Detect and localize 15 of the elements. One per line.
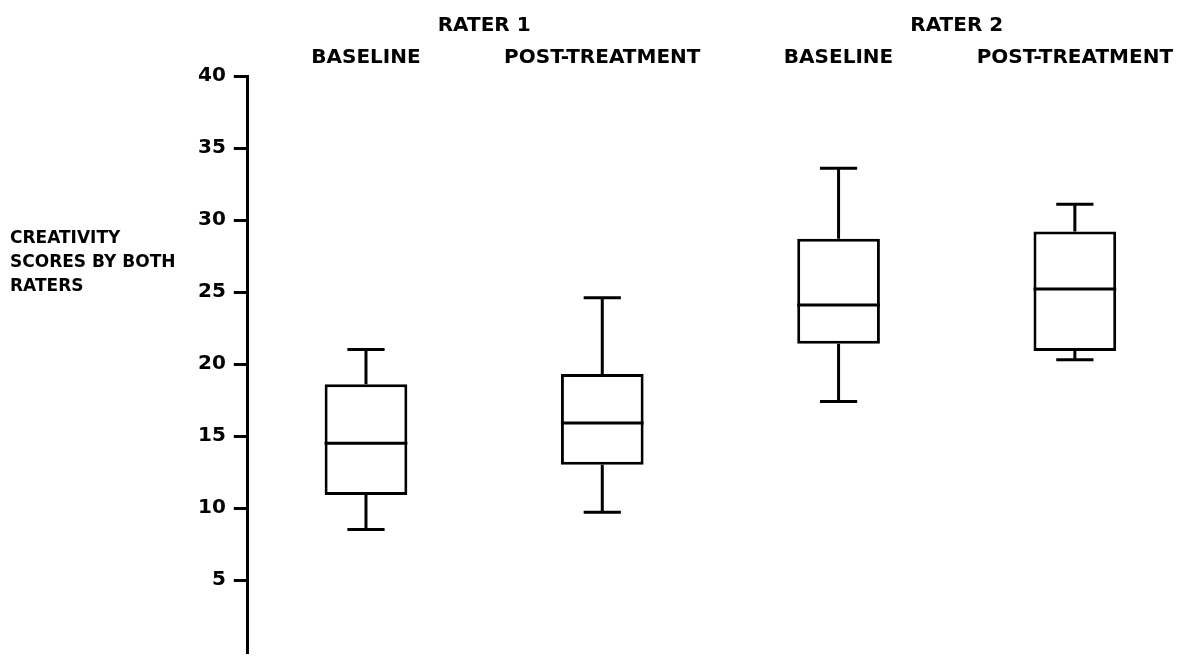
text: RATER 2: [910, 12, 1004, 37]
y-tick-label: 40: [197, 62, 226, 87]
y-tick-label: 30: [197, 206, 226, 231]
text: RATER 1: [437, 12, 531, 37]
y-axis-title: CREATIVITY SCORES BY BOTH RATERS: [10, 226, 177, 297]
x-tick-label: POST-TREATMENT: [504, 44, 701, 69]
y-tick-label: 15: [197, 422, 226, 447]
y-tick-label: 25: [197, 278, 226, 303]
y-tick-label: 35: [197, 134, 226, 159]
y-tick-label: 20: [197, 350, 226, 375]
x-tick-label: BASELINE: [311, 44, 421, 69]
y-tick-label: 5: [211, 566, 226, 591]
y-tick-label: 10: [197, 494, 226, 519]
x-tick-label: BASELINE: [783, 44, 894, 69]
x-tick-label: POST-TREATMENT: [976, 44, 1174, 69]
